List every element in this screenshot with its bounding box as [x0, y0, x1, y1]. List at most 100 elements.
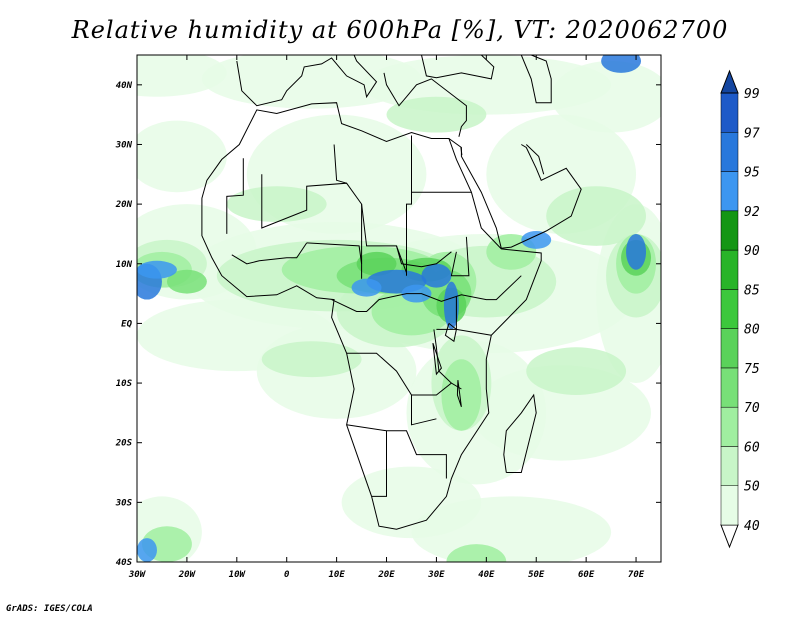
- coastline-segment: [346, 424, 447, 479]
- colorbar-segment: [720, 92, 739, 133]
- coastline-segment: [383, 72, 467, 137]
- humidity-blob: [137, 260, 177, 279]
- coastline-segment: [460, 147, 463, 156]
- humidity-blob: [421, 263, 452, 288]
- colorbar-label: 95: [744, 166, 760, 181]
- coastline-segment: [503, 393, 537, 473]
- y-tick-label: 40N: [116, 81, 133, 91]
- coastline-segment: [525, 144, 545, 175]
- coastline-segment: [421, 55, 495, 80]
- coastline-segment: [306, 242, 363, 264]
- humidity-blob: [521, 230, 552, 249]
- humidity-blob: [626, 233, 647, 270]
- coastline-segment: [201, 102, 542, 530]
- humidity-blob: [441, 359, 482, 431]
- x-tick-label: 30E: [427, 570, 445, 580]
- humidity-blob: [601, 55, 642, 73]
- x-tick-label: 30W: [128, 570, 147, 580]
- humidity-blob: [137, 538, 157, 562]
- coastline-segment: [406, 135, 412, 276]
- coastline-segment: [432, 342, 442, 376]
- humidity-field: [137, 55, 661, 562]
- coastline-segment: [361, 204, 407, 273]
- y-tick-label: 40S: [116, 558, 133, 568]
- humidity-blob: [356, 251, 397, 276]
- humidity-blob: [546, 186, 647, 246]
- colorbar-label: 40: [744, 519, 760, 534]
- humidity-blob: [261, 341, 362, 378]
- coastline-segment: [411, 395, 437, 426]
- colorbar-label: 99: [744, 87, 760, 102]
- y-tick-label: 30S: [115, 498, 133, 508]
- chart-title: Relative humidity at 600hPa [%], VT: 202…: [71, 16, 729, 44]
- y-tick-label: EQ: [121, 319, 132, 329]
- map-panel: 30W 20W 10W 0 10E 20E 30E 40E 50E 60E 70E 40S 30S 20…: [115, 54, 662, 580]
- coastlines: [201, 55, 582, 530]
- colorbar-label: 60: [744, 440, 760, 455]
- humidity-blob: [526, 347, 627, 395]
- x-tick-label: 40E: [478, 570, 495, 580]
- colorbar-segment: [720, 406, 739, 447]
- colorbar-segment: [720, 446, 739, 486]
- coastline-segment: [371, 430, 387, 497]
- humidity-blob: [551, 60, 661, 133]
- y-tick-label: 20N: [115, 200, 133, 210]
- colorbar-label: 97: [744, 126, 760, 141]
- x-tick-label: 10W: [229, 570, 247, 580]
- colorbar-label: 92: [744, 205, 760, 220]
- humidity-blob: [137, 120, 227, 193]
- x-tick-label: 10E: [328, 570, 345, 580]
- x-tick-label: 0: [284, 570, 290, 580]
- coastline-segment: [456, 380, 462, 408]
- coastline-segment: [433, 329, 452, 384]
- humidity-blob: [137, 55, 227, 97]
- humidity-blob: [166, 269, 207, 294]
- colorbar-segment: [720, 210, 739, 251]
- colorbar-label: 70: [744, 401, 760, 416]
- humidity-blob: [446, 544, 507, 562]
- x-tick-label: 60E: [578, 570, 595, 580]
- y-axis: 40S 30S 20S 10S EQ 10N 20N 30N 40N: [115, 81, 661, 568]
- colorbar-upper-arrow: [720, 69, 739, 94]
- x-axis: 30W 20W 10W 0 10E 20E 30E 40E 50E 60E 70E: [128, 55, 645, 580]
- colorbar-segment: [720, 249, 739, 290]
- coastline-segment: [450, 236, 470, 277]
- coastline-segment: [444, 323, 457, 343]
- colorbar: 40 50 60 70 75 80 85 90 92 95 97 99: [720, 69, 760, 549]
- colorbar-label: 85: [744, 283, 760, 298]
- humidity-blob: [351, 278, 382, 297]
- coastline-segment: [520, 55, 552, 104]
- x-tick-label: 20W: [178, 570, 197, 580]
- y-tick-label: 30N: [115, 140, 133, 150]
- x-tick-label: 20E: [377, 570, 395, 580]
- colorbar-lower-arrow: [720, 524, 739, 549]
- y-tick-label: 20S: [115, 439, 133, 449]
- colorbar-segment: [720, 171, 739, 212]
- colorbar-label: 90: [744, 244, 760, 259]
- x-tick-label: 50E: [528, 570, 545, 580]
- coastline-segment: [396, 245, 452, 268]
- colorbar-segment: [720, 485, 739, 526]
- coastline-segment: [448, 138, 582, 249]
- map-border: [136, 54, 662, 563]
- humidity-blob: [386, 96, 487, 133]
- humidity-blob: [411, 496, 612, 562]
- humidity-blob: [443, 281, 459, 330]
- colorbar-segment: [720, 367, 739, 408]
- coastline-segment: [231, 242, 308, 265]
- colorbar-segment: [720, 289, 739, 329]
- coastline-segment: [331, 275, 522, 312]
- colorbar-label: 50: [744, 480, 760, 495]
- colorbar-segment: [720, 328, 739, 369]
- humidity-blob: [226, 186, 327, 223]
- y-tick-label: 10N: [116, 260, 133, 270]
- y-tick-label: 10S: [116, 379, 133, 389]
- coastline-segment: [333, 144, 347, 184]
- coastline-segment: [456, 328, 492, 336]
- colorbar-label: 75: [744, 362, 760, 377]
- x-tick-label: 70E: [628, 570, 645, 580]
- colorbar-label: 80: [744, 323, 760, 338]
- coastline-segment: [226, 158, 244, 234]
- coastline-segment: [236, 55, 378, 107]
